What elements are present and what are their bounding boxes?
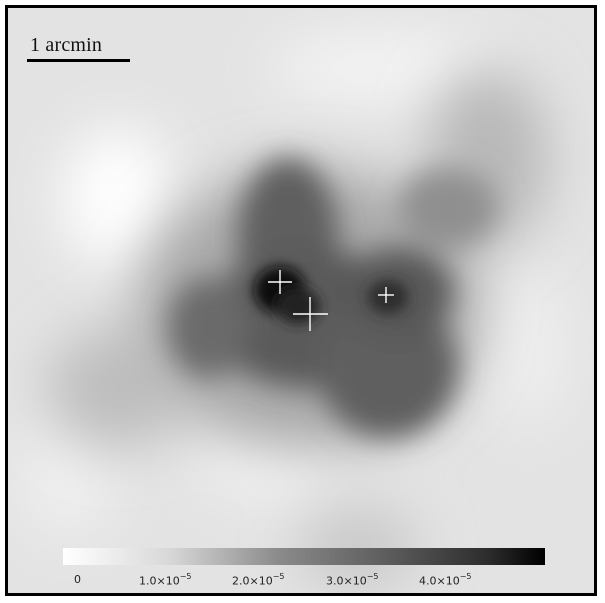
- image-frame: 1 arcmin 0 1.0×10−5 2.0×10−5 3.0×10−5 4.…: [5, 5, 597, 596]
- mass-map-image: [8, 8, 594, 593]
- colorbar-tick-2: 2.0×10−5: [232, 572, 285, 588]
- colorbar-tick-1: 1.0×10−5: [139, 572, 192, 588]
- colorbar-tick-4: 4.0×10−5: [419, 572, 472, 588]
- colorbar: [63, 548, 545, 565]
- cluster-markers: [268, 270, 394, 331]
- scale-bar-label: 1 arcmin: [30, 34, 103, 56]
- colorbar-tick-0: 0: [74, 573, 81, 586]
- colorbar-tick-3: 3.0×10−5: [326, 572, 379, 588]
- scale-bar: [27, 59, 130, 62]
